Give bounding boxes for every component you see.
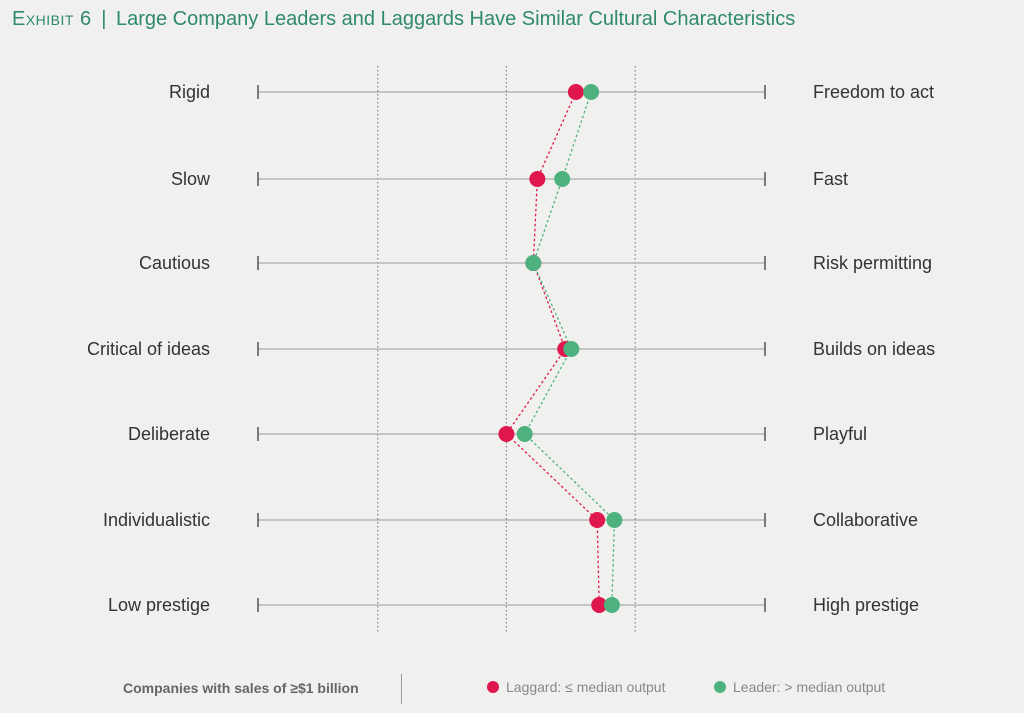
leader-point	[554, 171, 571, 187]
exhibit-label: Exhibit 6	[12, 8, 92, 30]
laggard-point	[591, 597, 608, 613]
leader-point	[606, 512, 623, 528]
row-label-left: Cautious	[139, 253, 210, 273]
legend-laggard-label: Laggard: ≤ median output	[506, 679, 666, 695]
row-label-left: Rigid	[169, 82, 210, 102]
title-separator: |	[101, 8, 107, 30]
laggard-marker	[487, 681, 499, 693]
row-label-right: Playful	[813, 424, 867, 444]
title-text: Large Company Leaders and Laggards Have …	[115, 8, 796, 30]
legend-laggard: Laggard: ≤ median output	[487, 679, 665, 695]
leader-marker	[714, 681, 726, 693]
row-label-left: Slow	[171, 169, 211, 189]
legend-divider	[401, 674, 402, 704]
leader-point	[563, 341, 580, 357]
legend-leader-label: Leader: > median output	[733, 679, 886, 695]
row-label-right: Risk permitting	[813, 253, 932, 273]
leader-point	[516, 426, 533, 442]
row-label-left: Low prestige	[108, 595, 210, 615]
laggard-point	[589, 512, 606, 528]
leader-point	[583, 84, 600, 100]
row-label-right: Fast	[813, 169, 848, 189]
laggard-point	[529, 171, 546, 187]
laggard-point	[567, 84, 584, 100]
leader-point	[603, 597, 620, 613]
row-label-right: Builds on ideas	[813, 339, 935, 359]
legend-note: Companies with sales of ≥$1 billion	[123, 680, 359, 696]
row-label-right: Collaborative	[813, 510, 918, 530]
chart-title: Exhibit 6 | Large Company Leaders and La…	[12, 8, 795, 31]
row-label-right: High prestige	[813, 595, 919, 615]
laggard-point	[498, 426, 515, 442]
row-label-left: Deliberate	[128, 424, 210, 444]
row-label-left: Individualistic	[103, 510, 210, 530]
row-label-right: Freedom to act	[813, 82, 934, 102]
row-label-left: Critical of ideas	[87, 339, 210, 359]
leader-point	[525, 255, 542, 271]
legend-leader: Leader: > median output	[714, 679, 885, 695]
